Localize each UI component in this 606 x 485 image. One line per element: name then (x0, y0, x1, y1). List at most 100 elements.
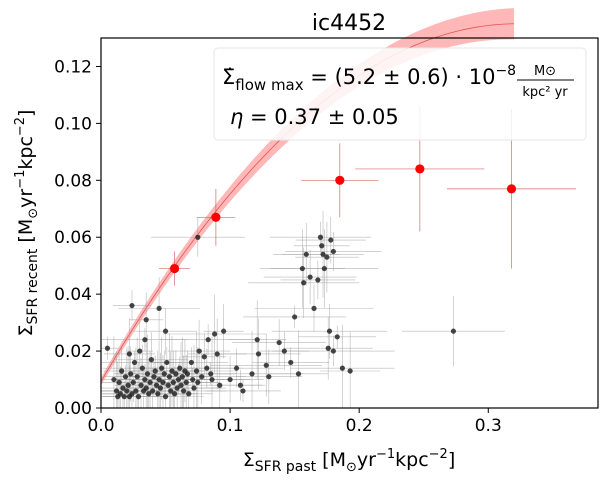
scatter-point (330, 348, 336, 354)
scatter-point (233, 365, 240, 371)
scatter-point (138, 382, 144, 388)
scatter-point (199, 374, 205, 380)
y-tick-label: 0.12 (54, 57, 92, 77)
annotation-box: Σ̇flow max = (5.2 ± 0.6) · 10−8 M⊙ kpc² … (213, 47, 587, 141)
scatter-point (150, 388, 156, 394)
scatter-point (249, 371, 255, 377)
scatter-point (120, 385, 126, 391)
x-label-sub: SFR past (255, 459, 317, 475)
scatter-point (221, 328, 227, 334)
scatter-point (450, 328, 457, 334)
scatter-point (166, 374, 173, 380)
scatter-point (214, 351, 220, 357)
binned-point (335, 175, 345, 185)
scatter-point (143, 385, 149, 391)
scatter-point (184, 371, 191, 377)
y-label-kpc: kpc (15, 136, 37, 170)
scatter-point (139, 365, 145, 371)
scatter-point (162, 328, 169, 334)
scatter-point (330, 248, 336, 255)
x-tick-label: 0.3 (475, 416, 502, 436)
x-tick-label: 0.1 (217, 416, 244, 436)
scatter-point (320, 251, 326, 257)
scatter-point (111, 376, 117, 383)
scatter-point (142, 337, 148, 343)
scatter-point (193, 368, 200, 374)
scatter-point (315, 277, 321, 283)
scatter-point (191, 385, 197, 391)
flow-equation: = (5.2 ± 0.6) · 10 (304, 65, 496, 89)
scatter-point (325, 345, 331, 351)
scatter-point (122, 374, 129, 380)
scatter-point (319, 243, 325, 249)
y-tick-label: 0.10 (54, 114, 92, 134)
scatter-point (339, 365, 345, 371)
scatter-point (125, 382, 131, 388)
x-label-units-open: [M (316, 449, 346, 471)
scatter-point (159, 365, 165, 371)
x-label-symbol: Σ (243, 449, 255, 471)
scatter-point (128, 371, 134, 377)
scatter-point (303, 251, 309, 257)
scatter-points-layer (104, 234, 457, 400)
scatter-point (205, 337, 211, 343)
scatter-point (181, 388, 187, 394)
scatter-point (190, 376, 196, 383)
x-axis-label: ΣSFR past [M⊙yr−1kpc−2] (243, 447, 456, 475)
scatter-point (121, 394, 127, 400)
scatter-point (276, 339, 282, 346)
y-label-exp2: −2 (13, 117, 28, 136)
scatter-point (347, 368, 353, 374)
scatter-point (130, 379, 136, 385)
x-tick-label: 0.0 (87, 416, 114, 436)
scatter-point (113, 388, 120, 394)
y-tick-label: 0.04 (54, 285, 92, 305)
scatter-point (129, 391, 135, 397)
scatter-point (104, 345, 111, 351)
scatter-point (156, 376, 162, 383)
scatter-point (301, 280, 307, 286)
scatter-point (151, 374, 157, 380)
scatter-point (164, 359, 170, 366)
x-label-kpc: kpc (395, 449, 429, 471)
scatter-point (326, 328, 333, 334)
y-label-units-open: [M (15, 219, 37, 249)
scatter-point (174, 385, 180, 391)
scatter-point (208, 371, 214, 377)
scatter-point (328, 237, 334, 243)
scatter-point (161, 371, 167, 377)
annotation-line-1: Σ̇flow max = (5.2 ± 0.6) · 10−8 (222, 63, 516, 94)
scatter-point (147, 379, 153, 385)
scatter-point (321, 265, 327, 272)
scatter-point (227, 376, 233, 383)
axes-frame (100, 37, 599, 409)
scatter-point (156, 305, 162, 311)
scatter-point (170, 379, 176, 385)
y-tick-label: 0.02 (54, 342, 92, 362)
scatter-point (131, 359, 138, 366)
scatter-point (116, 379, 122, 385)
scatter-point (160, 379, 166, 385)
scatter-point (255, 351, 262, 357)
scatter-point (137, 348, 143, 354)
scatter-point (148, 357, 154, 363)
binned-point (169, 263, 180, 274)
scatter-point (195, 234, 201, 240)
scatter-point (334, 334, 340, 340)
y-label-sub: SFR recent (25, 248, 41, 324)
scatter-point (188, 359, 194, 366)
chart-title: ic4452 (312, 11, 386, 36)
scatter-point (146, 391, 152, 397)
annotation-background (213, 47, 587, 141)
annotation-frac-numerator: M⊙ (534, 64, 556, 79)
scatter-point (317, 234, 324, 240)
x-label-sun: ⊙ (346, 460, 357, 475)
scatter-point (263, 362, 269, 368)
scatter-point (162, 394, 169, 400)
y-label-yr: yr (15, 189, 37, 208)
scatter-point (201, 354, 207, 360)
scatter-point (204, 365, 210, 371)
scatter-point (299, 265, 305, 272)
scatter-point (129, 302, 135, 309)
